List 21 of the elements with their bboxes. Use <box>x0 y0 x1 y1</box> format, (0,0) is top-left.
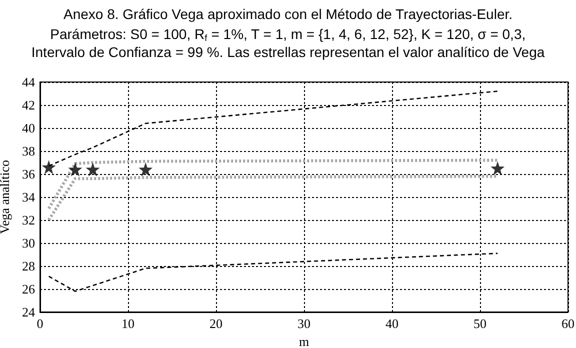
x-tick-label: 40 <box>386 316 398 331</box>
x-tick-label: 10 <box>122 316 134 331</box>
x-tick-label: 20 <box>210 316 222 331</box>
y-tick-label: 32 <box>22 212 35 228</box>
y-axis-title: Vega analítico <box>0 160 12 234</box>
x-axis-title: m <box>298 334 310 348</box>
x-tick-label: 60 <box>562 316 574 331</box>
y-tick-label: 38 <box>22 144 35 158</box>
y-tick-label: 26 <box>22 282 36 296</box>
y-tick-label: 44 <box>22 74 36 90</box>
y-tick-label: 40 <box>22 120 35 136</box>
y-tick-label: 34 <box>22 190 36 204</box>
y-tick-label: 24 <box>22 304 36 320</box>
x-tick-label: 50 <box>474 316 486 331</box>
y-tick-label: 30 <box>22 236 35 250</box>
chart-title: Anexo 8. Gráfico Vega aproximado con el Método de Trayectorias-Euler. <box>63 6 513 22</box>
y-tick-label: 36 <box>22 166 36 182</box>
x-tick-label: 30 <box>298 316 310 331</box>
y-tick-label: 28 <box>22 258 35 274</box>
y-tick-label: 42 <box>22 98 35 112</box>
x-tick-label: 0 <box>36 316 44 331</box>
